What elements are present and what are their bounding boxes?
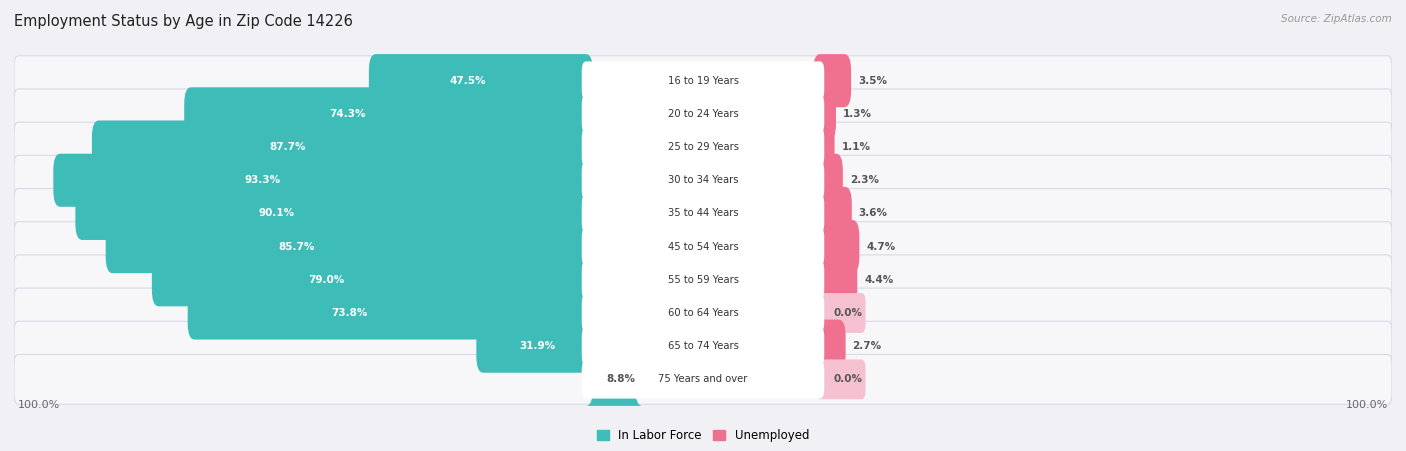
- Text: 0.0%: 0.0%: [834, 308, 863, 318]
- Text: 3.5%: 3.5%: [858, 76, 887, 86]
- Text: 20 to 24 Years: 20 to 24 Years: [668, 109, 738, 119]
- FancyBboxPatch shape: [813, 220, 859, 273]
- FancyBboxPatch shape: [14, 288, 1392, 338]
- FancyBboxPatch shape: [586, 353, 643, 406]
- FancyBboxPatch shape: [14, 155, 1392, 205]
- Text: 0.0%: 0.0%: [834, 374, 863, 384]
- Text: 3.6%: 3.6%: [859, 208, 887, 218]
- FancyBboxPatch shape: [53, 154, 593, 207]
- FancyBboxPatch shape: [14, 122, 1392, 172]
- Text: 87.7%: 87.7%: [270, 142, 305, 152]
- FancyBboxPatch shape: [105, 220, 593, 273]
- FancyBboxPatch shape: [152, 253, 593, 306]
- FancyBboxPatch shape: [76, 187, 593, 240]
- FancyBboxPatch shape: [813, 154, 842, 207]
- Text: 35 to 44 Years: 35 to 44 Years: [668, 208, 738, 218]
- Text: 74.3%: 74.3%: [329, 109, 366, 119]
- FancyBboxPatch shape: [813, 120, 835, 174]
- FancyBboxPatch shape: [813, 187, 852, 240]
- Text: 25 to 29 Years: 25 to 29 Years: [668, 142, 738, 152]
- FancyBboxPatch shape: [582, 294, 824, 332]
- Text: 1.3%: 1.3%: [842, 109, 872, 119]
- Text: 73.8%: 73.8%: [332, 308, 368, 318]
- FancyBboxPatch shape: [14, 255, 1392, 305]
- FancyBboxPatch shape: [813, 87, 837, 140]
- FancyBboxPatch shape: [815, 359, 866, 399]
- FancyBboxPatch shape: [582, 128, 824, 166]
- FancyBboxPatch shape: [14, 89, 1392, 139]
- Text: 47.5%: 47.5%: [450, 76, 486, 86]
- Legend: In Labor Force, Unemployed: In Labor Force, Unemployed: [598, 429, 808, 442]
- FancyBboxPatch shape: [813, 54, 851, 107]
- FancyBboxPatch shape: [582, 161, 824, 199]
- Text: 100.0%: 100.0%: [1346, 400, 1388, 410]
- Text: 65 to 74 Years: 65 to 74 Years: [668, 341, 738, 351]
- FancyBboxPatch shape: [91, 120, 593, 174]
- FancyBboxPatch shape: [582, 61, 824, 100]
- Text: 75 Years and over: 75 Years and over: [658, 374, 748, 384]
- Text: 2.3%: 2.3%: [849, 175, 879, 185]
- Text: 60 to 64 Years: 60 to 64 Years: [668, 308, 738, 318]
- FancyBboxPatch shape: [184, 87, 593, 140]
- FancyBboxPatch shape: [582, 194, 824, 233]
- FancyBboxPatch shape: [813, 253, 858, 306]
- FancyBboxPatch shape: [14, 222, 1392, 272]
- Text: 93.3%: 93.3%: [245, 175, 280, 185]
- Text: 100.0%: 100.0%: [18, 400, 60, 410]
- Text: 90.1%: 90.1%: [259, 208, 295, 218]
- FancyBboxPatch shape: [582, 360, 824, 399]
- Text: 55 to 59 Years: 55 to 59 Years: [668, 275, 738, 285]
- FancyBboxPatch shape: [14, 354, 1392, 404]
- FancyBboxPatch shape: [477, 320, 593, 373]
- FancyBboxPatch shape: [582, 327, 824, 365]
- FancyBboxPatch shape: [14, 321, 1392, 371]
- Text: 45 to 54 Years: 45 to 54 Years: [668, 242, 738, 252]
- FancyBboxPatch shape: [582, 227, 824, 266]
- Text: 2.7%: 2.7%: [852, 341, 882, 351]
- Text: 8.8%: 8.8%: [606, 374, 636, 384]
- Text: Source: ZipAtlas.com: Source: ZipAtlas.com: [1281, 14, 1392, 23]
- FancyBboxPatch shape: [582, 261, 824, 299]
- FancyBboxPatch shape: [368, 54, 593, 107]
- Text: 85.7%: 85.7%: [278, 242, 315, 252]
- Text: 79.0%: 79.0%: [308, 275, 344, 285]
- FancyBboxPatch shape: [815, 293, 866, 333]
- FancyBboxPatch shape: [14, 56, 1392, 106]
- Text: 1.1%: 1.1%: [841, 142, 870, 152]
- Text: 4.7%: 4.7%: [866, 242, 896, 252]
- FancyBboxPatch shape: [187, 286, 593, 340]
- Text: 16 to 19 Years: 16 to 19 Years: [668, 76, 738, 86]
- Text: 31.9%: 31.9%: [519, 341, 555, 351]
- FancyBboxPatch shape: [813, 320, 845, 373]
- Text: 4.4%: 4.4%: [865, 275, 893, 285]
- Text: 30 to 34 Years: 30 to 34 Years: [668, 175, 738, 185]
- FancyBboxPatch shape: [14, 189, 1392, 238]
- FancyBboxPatch shape: [582, 95, 824, 133]
- Text: Employment Status by Age in Zip Code 14226: Employment Status by Age in Zip Code 142…: [14, 14, 353, 28]
